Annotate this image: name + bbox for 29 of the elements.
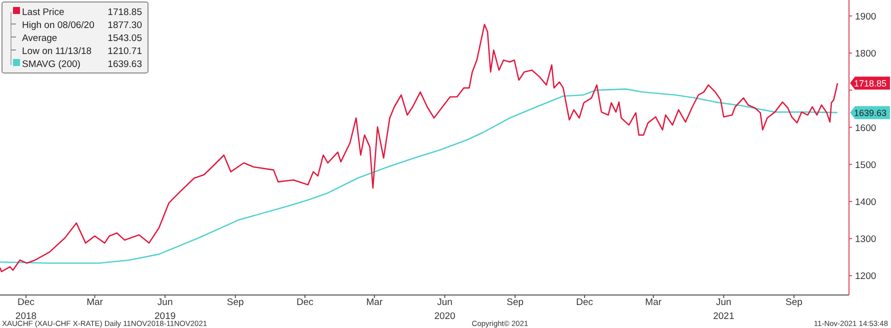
y-tick-label: 1200 bbox=[855, 271, 876, 282]
y-tick-label: 1600 bbox=[855, 122, 876, 134]
y-tick-label: 1400 bbox=[855, 196, 876, 208]
x-tick-label: Mar bbox=[86, 297, 103, 308]
x-tick-label: Mar bbox=[645, 297, 662, 308]
text: 1718.85 bbox=[108, 7, 142, 18]
x-tick-label: Jun 2020 bbox=[434, 297, 456, 322]
x-tick-label: Sep bbox=[226, 297, 244, 308]
x-tick-label: Sep bbox=[786, 297, 802, 308]
x-tick-label: Mar bbox=[366, 297, 383, 308]
y-tick-label: 1300 bbox=[855, 234, 876, 246]
x-tick-label: Jun 2019 bbox=[154, 297, 176, 322]
annotation: 1718.85 bbox=[854, 78, 887, 89]
legend-label: SMAVG (200) bbox=[22, 59, 80, 70]
text: 1639.63 bbox=[108, 59, 142, 70]
line-series bbox=[0, 88, 838, 264]
legend-label: Last Price bbox=[22, 7, 64, 18]
x-tick-label: Jun 2021 bbox=[713, 297, 734, 322]
x-tick-label: Sep bbox=[506, 297, 524, 308]
text: Low on 11/13/18 1210.71 bbox=[22, 46, 142, 57]
x-tick-label: Dec 2018 bbox=[15, 297, 37, 322]
x-tick-label: Dec bbox=[576, 297, 594, 308]
y-tick-label: 1800 bbox=[855, 48, 876, 60]
y-tick-label: 1500 bbox=[855, 160, 876, 171]
x-tick-label: Dec bbox=[296, 297, 314, 308]
annotation: 1639.63 bbox=[854, 108, 887, 118]
text: Average 1543.05 bbox=[22, 33, 142, 44]
y-tick-label: 1900 bbox=[855, 11, 876, 22]
text: High on 08/06/20 1877.30 bbox=[22, 20, 142, 31]
